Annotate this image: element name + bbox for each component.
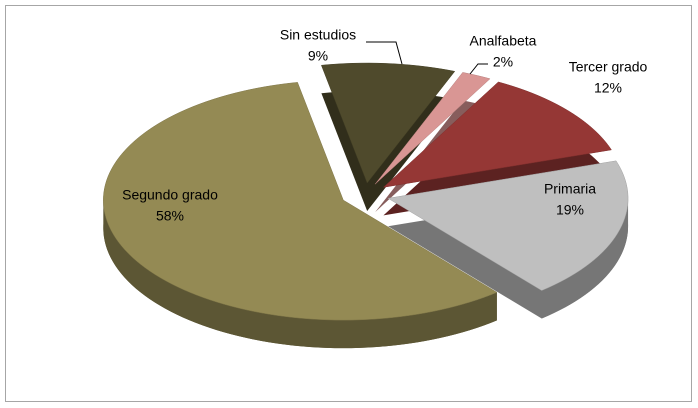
slice-value-label: 9%: [308, 48, 328, 64]
slice-side: [541, 198, 629, 319]
slice: [321, 62, 456, 184]
slice: [382, 81, 612, 188]
slice-label: Tercer grado: [569, 59, 648, 75]
slice-tops: [103, 62, 629, 321]
slice-value-label: 58%: [156, 208, 184, 224]
slice-label: Primaria: [544, 181, 596, 197]
slice-value-label: 12%: [594, 80, 622, 96]
slice-label: Segundo grado: [122, 187, 218, 203]
slice-value-label: 19%: [556, 202, 584, 218]
slice: [374, 72, 491, 185]
slice: [387, 160, 629, 291]
slice-value-label: 2%: [493, 54, 513, 70]
slice-label: Analfabeta: [470, 33, 537, 49]
data-labels: Sin estudios 9% Analfabeta 2% Tercer grado 12…: [122, 27, 647, 224]
slice-side: [103, 200, 497, 349]
slice-label: Sin estudios: [280, 27, 356, 43]
leader-line: [469, 63, 488, 75]
slice: [103, 82, 498, 321]
leader-line: [366, 41, 403, 65]
